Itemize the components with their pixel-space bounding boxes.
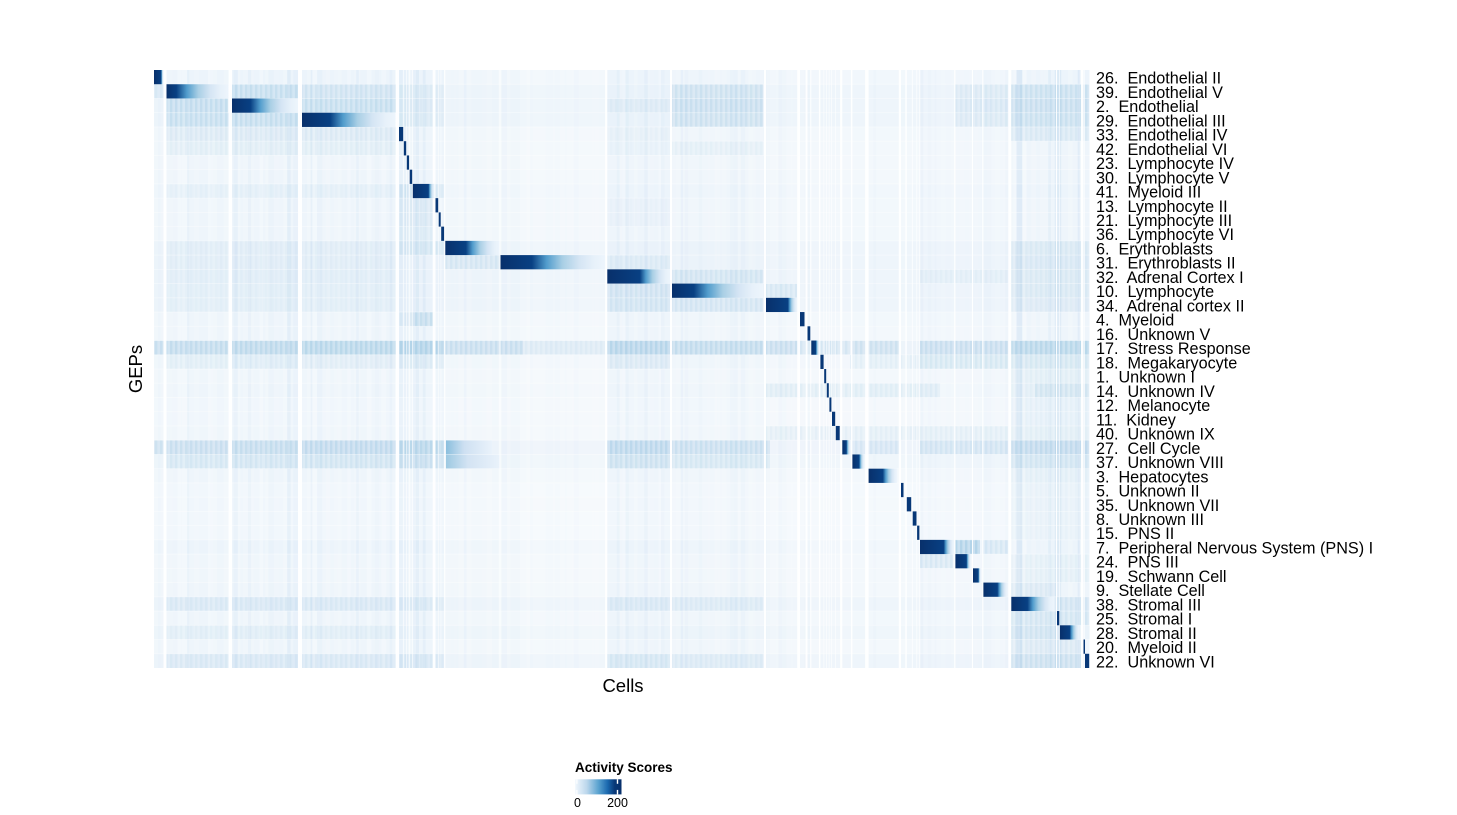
svg-text:4. Myeloid: 4. Myeloid xyxy=(1096,312,1174,330)
svg-text:17. Stress Response: 17. Stress Response xyxy=(1096,340,1251,358)
svg-text:37. Unknown VIII: 37. Unknown VIII xyxy=(1096,454,1224,472)
svg-text:31. Erythroblasts II: 31. Erythroblasts II xyxy=(1096,255,1235,273)
svg-text:41. Myeloid III: 41. Myeloid III xyxy=(1096,184,1201,202)
svg-text:21. Lymphocyte III: 21. Lymphocyte III xyxy=(1096,212,1232,230)
svg-text:18. Megakaryocyte: 18. Megakaryocyte xyxy=(1096,354,1237,372)
svg-text:7. Peripheral Nervous System: 7. Peripheral Nervous System (PNS) I xyxy=(1096,540,1373,558)
svg-text:29. Endothelial III: 29. Endothelial III xyxy=(1096,112,1226,130)
svg-text:42. Endothelial VI: 42. Endothelial VI xyxy=(1096,141,1227,159)
svg-text:32. Adrenal Cortex I: 32. Adrenal Cortex I xyxy=(1096,269,1244,287)
svg-text:38. Stromal III: 38. Stromal III xyxy=(1096,596,1201,614)
svg-text:GEPs: GEPs xyxy=(125,345,146,393)
svg-text:35. Unknown VII: 35. Unknown VII xyxy=(1096,497,1219,515)
svg-text:2. Endothelial: 2. Endothelial xyxy=(1096,98,1199,116)
svg-text:3. Hepatocytes: 3. Hepatocytes xyxy=(1096,468,1208,486)
svg-text:200: 200 xyxy=(607,796,628,810)
svg-text:40. Unknown IX: 40. Unknown IX xyxy=(1096,426,1215,444)
svg-text:15. PNS II: 15. PNS II xyxy=(1096,525,1174,543)
svg-text:1. Unknown I: 1. Unknown I xyxy=(1096,369,1195,387)
svg-text:8. Unknown III: 8. Unknown III xyxy=(1096,511,1204,529)
svg-text:23. Lymphocyte IV: 23. Lymphocyte IV xyxy=(1096,155,1234,173)
svg-text:24. PNS III: 24. PNS III xyxy=(1096,554,1179,572)
svg-text:11. Kidney: 11. Kidney xyxy=(1096,411,1177,429)
svg-text:0: 0 xyxy=(574,796,581,810)
svg-text:10. Lymphocyte: 10. Lymphocyte xyxy=(1096,283,1214,301)
svg-text:6. Erythroblasts: 6. Erythroblasts xyxy=(1096,241,1213,259)
svg-text:36. Lymphocyte VI: 36. Lymphocyte VI xyxy=(1096,226,1234,244)
svg-text:26. Endothelial II: 26. Endothelial II xyxy=(1096,70,1221,88)
svg-text:13. Lymphocyte II: 13. Lymphocyte II xyxy=(1096,198,1228,216)
svg-text:16. Unknown V: 16. Unknown V xyxy=(1096,326,1210,344)
svg-text:22. Unknown VI: 22. Unknown VI xyxy=(1096,653,1215,671)
svg-text:33. Endothelial IV: 33. Endothelial IV xyxy=(1096,127,1228,145)
svg-text:Activity Scores: Activity Scores xyxy=(575,760,673,775)
svg-text:28. Stromal II: 28. Stromal II xyxy=(1096,625,1197,643)
svg-text:20. Myeloid II: 20. Myeloid II xyxy=(1096,639,1197,657)
svg-text:34. Adrenal cortex II: 34. Adrenal cortex II xyxy=(1096,297,1244,315)
svg-text:30. Lymphocyte V: 30. Lymphocyte V xyxy=(1096,169,1230,187)
svg-text:9. Stellate Cell: 9. Stellate Cell xyxy=(1096,582,1205,600)
svg-text:12. Melanocyte: 12. Melanocyte xyxy=(1096,397,1210,415)
svg-text:39. Endothelial V: 39. Endothelial V xyxy=(1096,84,1223,102)
svg-text:27. Cell Cycle: 27. Cell Cycle xyxy=(1096,440,1200,458)
svg-text:19. Schwann Cell: 19. Schwann Cell xyxy=(1096,568,1226,586)
svg-text:14. Unknown IV: 14. Unknown IV xyxy=(1096,383,1215,401)
svg-text:Cells: Cells xyxy=(602,675,643,696)
svg-text:5. Unknown II: 5. Unknown II xyxy=(1096,483,1199,501)
svg-text:25. Stromal I: 25. Stromal I xyxy=(1096,611,1192,629)
